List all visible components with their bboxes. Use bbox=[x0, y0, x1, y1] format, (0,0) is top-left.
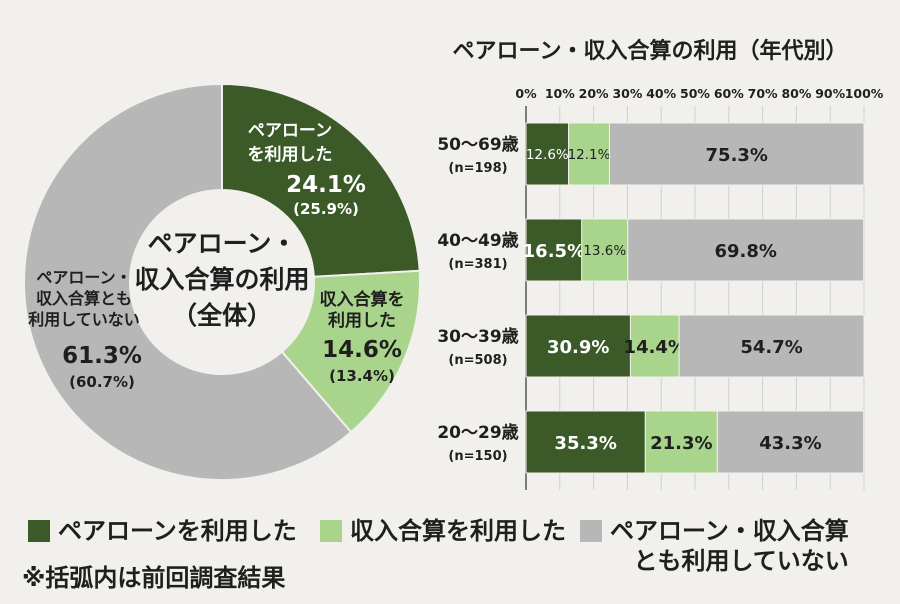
bar-segment bbox=[627, 218, 865, 282]
x-tick-label: 100% bbox=[845, 86, 884, 101]
bar-value-label: 75.3% bbox=[706, 145, 768, 166]
legend-item-pair-loan: ペアローンを利用した bbox=[28, 516, 297, 546]
bar-segment bbox=[525, 410, 646, 474]
donut-slice-2 bbox=[23, 82, 353, 481]
category-n-label: (n=150) bbox=[448, 449, 507, 464]
x-tick-label: 20% bbox=[579, 86, 609, 101]
bar-value-label: 16.5% bbox=[523, 241, 585, 262]
bar-chart-title: ペアローン・収入合算の利用（年代別） bbox=[453, 38, 848, 64]
donut-slice-value: 14.6% bbox=[322, 337, 402, 363]
legend-swatch-gray bbox=[580, 520, 602, 542]
bar-segment bbox=[568, 122, 610, 186]
footnote: ※括弧内は前回調査結果 bbox=[22, 564, 286, 592]
bar-segment bbox=[678, 314, 865, 378]
bar-value-label: 14.4% bbox=[624, 337, 686, 358]
bar-value-label: 43.3% bbox=[759, 433, 821, 454]
donut-slice-label: ペアローンを利用した bbox=[248, 121, 333, 165]
bar-value-label: 69.8% bbox=[714, 241, 776, 262]
donut-chart: ペアローン・収入合算の利用（全体） ペアローンを利用した 24.1% (25.9%) 収… bbox=[23, 82, 422, 481]
legend-label: 収入合算を利用した bbox=[350, 517, 566, 545]
x-tick-label: 0% bbox=[515, 86, 537, 101]
donut-slice-previous: (60.7%) bbox=[69, 373, 135, 391]
bar-value-label: 35.3% bbox=[554, 433, 616, 454]
bar-segment bbox=[629, 314, 680, 378]
donut-center-label: ペアローン・収入合算の利用（全体） bbox=[134, 229, 309, 330]
category-n-label: (n=508) bbox=[448, 353, 507, 368]
bar-segment bbox=[608, 122, 865, 186]
legend-label: ペアローンを利用した bbox=[58, 517, 297, 545]
legend-swatch-light-green bbox=[320, 520, 342, 542]
bar-value-label: 12.1% bbox=[568, 147, 611, 163]
bar-value-label: 54.7% bbox=[740, 337, 802, 358]
bar-segment bbox=[525, 314, 631, 378]
bar-segment bbox=[716, 410, 865, 474]
stacked-bar-chart: ペアローン・収入合算の利用（年代別） 0% 10% 20% 30% 40% 50% 60% 7… bbox=[437, 38, 884, 490]
bar-value-label: 30.9% bbox=[547, 337, 609, 358]
donut-slice-0 bbox=[221, 82, 421, 278]
x-tick-label: 90% bbox=[815, 86, 845, 101]
x-tick-label: 30% bbox=[612, 86, 642, 101]
category-n-label: (n=381) bbox=[448, 257, 507, 272]
category-label: 30〜39歳 bbox=[437, 326, 518, 347]
bar-segment bbox=[644, 410, 718, 474]
x-tick-label: 60% bbox=[714, 86, 744, 101]
x-tick-label: 40% bbox=[646, 86, 676, 101]
category-n-label: (n=198) bbox=[448, 161, 507, 176]
x-tick-label: 10% bbox=[545, 86, 575, 101]
donut-slice-label: ペアローン・収入合算とも利用していない bbox=[28, 268, 140, 329]
legend-label: ペアローン・収入合算 とも利用していない bbox=[610, 517, 849, 575]
category-label: 20〜29歳 bbox=[437, 422, 518, 443]
x-tick-label: 50% bbox=[680, 86, 710, 101]
donut-slice-previous: (13.4%) bbox=[329, 367, 395, 385]
bar-value-label: 12.6% bbox=[526, 147, 569, 163]
donut-slice-label: 収入合算を利用した bbox=[320, 289, 405, 331]
bar-segment bbox=[581, 218, 629, 282]
legend-item-neither: ペアローン・収入合算 とも利用していない bbox=[580, 516, 849, 576]
category-label: 40〜49歳 bbox=[437, 230, 518, 251]
bar-value-label: 13.6% bbox=[583, 243, 626, 259]
legend-swatch-dark-green bbox=[28, 520, 50, 542]
category-label: 50〜69歳 bbox=[437, 134, 518, 155]
chart-legend: ペアローンを利用した 収入合算を利用した ペアローン・収入合算 とも利用していな… bbox=[28, 516, 888, 596]
x-tick-label: 70% bbox=[748, 86, 778, 101]
donut-slice-value: 61.3% bbox=[62, 343, 142, 369]
donut-slice-previous: (25.9%) bbox=[293, 200, 359, 218]
donut-slice-value: 24.1% bbox=[286, 172, 366, 198]
legend-item-income-combined: 収入合算を利用した bbox=[320, 516, 566, 546]
bar-segment bbox=[525, 218, 583, 282]
bar-value-label: 21.3% bbox=[650, 433, 712, 454]
x-tick-label: 80% bbox=[781, 86, 811, 101]
